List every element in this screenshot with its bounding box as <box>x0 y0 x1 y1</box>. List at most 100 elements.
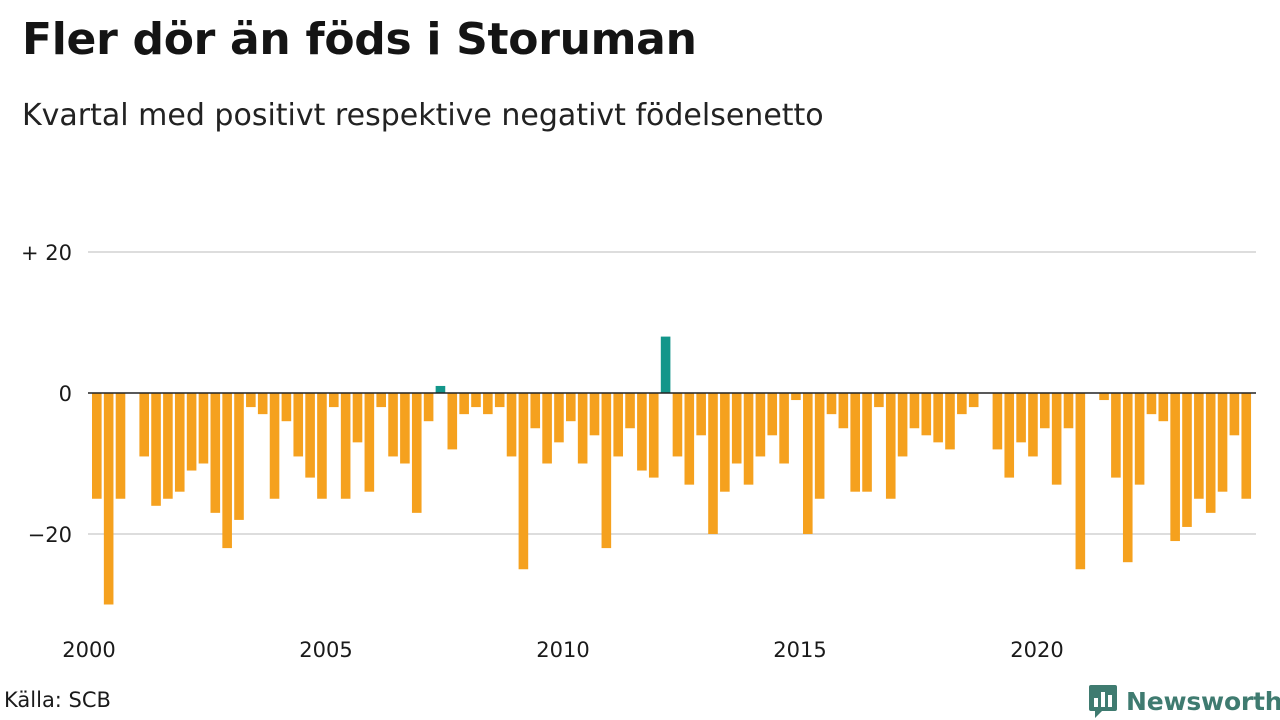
bar <box>459 393 469 415</box>
bar <box>921 393 932 436</box>
bar <box>1229 393 1240 436</box>
bar <box>411 393 422 513</box>
bar <box>1004 393 1015 478</box>
bar <box>1217 393 1228 492</box>
bar <box>779 393 789 464</box>
bar <box>874 393 884 408</box>
bar <box>234 393 244 520</box>
bar <box>1075 393 1086 570</box>
gridlines <box>88 251 1256 535</box>
bar <box>210 393 221 513</box>
bar <box>92 393 102 499</box>
bar <box>174 393 185 492</box>
y-tick-label: 0 <box>59 382 72 406</box>
bars <box>92 336 1252 605</box>
bar <box>222 393 232 549</box>
bar <box>1099 393 1109 401</box>
bar <box>554 393 564 443</box>
bar <box>1063 393 1074 429</box>
bar <box>483 393 493 415</box>
bar <box>601 393 612 549</box>
x-tick-label: 2010 <box>536 638 589 662</box>
bar <box>269 393 280 499</box>
bar <box>506 393 517 457</box>
bar <box>1111 393 1121 478</box>
bar <box>340 393 351 499</box>
bar <box>637 393 647 471</box>
bar <box>803 393 813 534</box>
bar <box>198 393 209 464</box>
bar <box>862 393 872 492</box>
bar <box>968 393 979 408</box>
bar <box>1051 393 1062 485</box>
bar <box>186 393 197 471</box>
bar <box>1182 393 1192 527</box>
bar <box>305 393 315 478</box>
bar <box>1241 393 1252 499</box>
bar <box>660 336 671 393</box>
bar <box>897 393 908 457</box>
bar <box>566 393 576 422</box>
bar <box>115 393 126 499</box>
chart-title: Fler dör än föds i Storuman <box>22 14 697 65</box>
bar <box>163 393 173 499</box>
bar <box>791 393 801 401</box>
x-tick-label: 2020 <box>1010 638 1063 662</box>
source-note: Källa: SCB <box>4 688 111 712</box>
x-tick-label: 2015 <box>773 638 826 662</box>
bar <box>731 393 742 464</box>
bar <box>826 393 837 415</box>
bar <box>613 393 623 457</box>
bar <box>720 393 730 492</box>
bar <box>684 393 695 485</box>
bar <box>1122 393 1133 563</box>
bar <box>281 393 292 422</box>
bar <box>103 393 114 605</box>
bar <box>1134 393 1145 485</box>
bar <box>293 393 304 457</box>
bar <box>352 393 363 443</box>
bar <box>471 393 481 408</box>
bar <box>885 393 896 499</box>
bar <box>494 393 505 408</box>
bar <box>1194 393 1204 499</box>
bar <box>400 393 410 464</box>
bar <box>696 393 706 436</box>
bar <box>814 393 825 499</box>
bar <box>1158 393 1169 422</box>
bar <box>1016 393 1026 443</box>
chart-subtitle: Kvartal med positivt respektive negativt… <box>22 98 824 133</box>
x-tick-label: 2000 <box>62 638 115 662</box>
bar <box>743 393 754 485</box>
axes: + 20 0 −20 2000 2005 2010 2015 2020 <box>21 241 1256 662</box>
bar <box>388 393 398 457</box>
bar <box>708 393 718 534</box>
bar <box>850 393 860 492</box>
bar <box>992 393 1003 450</box>
bar <box>1040 393 1050 429</box>
bar <box>376 393 386 408</box>
bar <box>648 393 659 478</box>
bar <box>329 393 339 408</box>
bar <box>957 393 967 415</box>
bar <box>1146 393 1157 415</box>
bar <box>151 393 161 506</box>
bar <box>755 393 766 457</box>
bar <box>518 393 529 570</box>
bar <box>447 393 458 450</box>
newsworthy-logo-icon <box>1089 685 1117 718</box>
bar-chart: + 20 0 −20 2000 2005 2010 2015 2020 <box>21 241 1256 662</box>
y-tick-label: −20 <box>28 523 72 547</box>
bar <box>589 393 600 436</box>
bar <box>542 393 552 464</box>
bar <box>577 393 588 464</box>
bar <box>530 393 541 429</box>
bar <box>1028 393 1038 457</box>
bar <box>257 393 268 415</box>
bar <box>838 393 849 429</box>
bar <box>945 393 955 450</box>
bar <box>625 393 635 429</box>
newsworthy-logo[interactable]: Newsworthy <box>1088 682 1280 720</box>
bar <box>317 393 327 499</box>
bar <box>672 393 683 457</box>
